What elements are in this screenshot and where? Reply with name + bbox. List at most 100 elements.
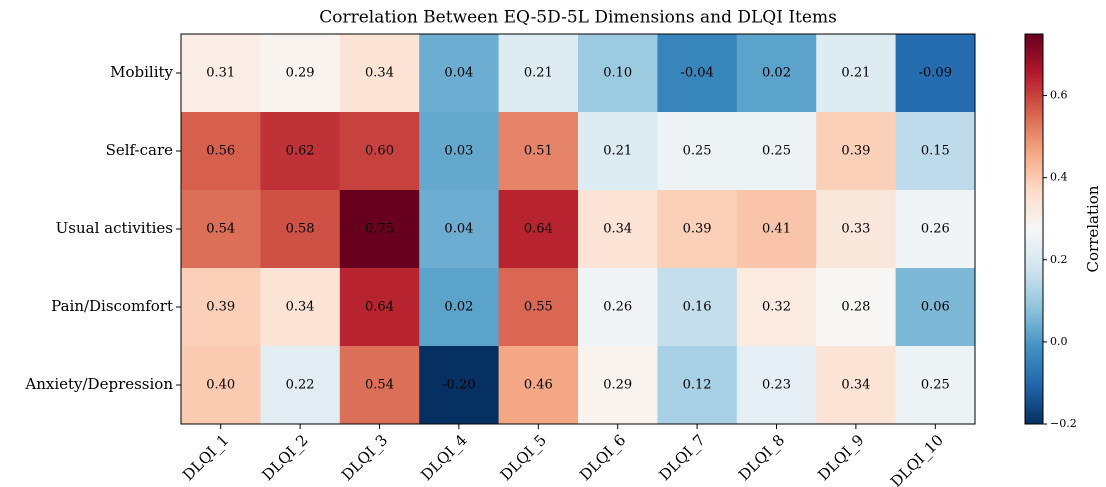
heatmap-cell	[339, 112, 420, 191]
heatmap-cell	[816, 268, 897, 347]
cell-label: 0.33	[841, 222, 870, 237]
heatmap-cell	[339, 346, 420, 425]
x-tick-label: DLQI_10	[887, 431, 947, 487]
heatmap-cell	[736, 190, 817, 269]
cell-label: 0.29	[603, 378, 632, 393]
colorbar-tick-label: −0.2	[1050, 417, 1077, 430]
colorbar-tick-label: 0.2	[1050, 253, 1068, 266]
cell-label: 0.58	[286, 222, 315, 237]
y-tick-label: Usual activities	[56, 219, 173, 237]
x-tick-label: DLQI_8	[735, 431, 788, 484]
cell-label: 0.04	[444, 66, 473, 81]
cell-label: 0.54	[206, 222, 235, 237]
cell-label: 0.60	[365, 144, 394, 159]
heatmap-cell	[736, 34, 817, 113]
heatmap-cell	[657, 346, 738, 425]
cell-label: -0.04	[680, 66, 713, 81]
cell-label: 0.39	[206, 300, 235, 315]
cell-label: 0.21	[841, 66, 870, 81]
heatmap-cell	[578, 190, 658, 269]
heatmap-cell	[260, 34, 341, 113]
cell-label: 0.55	[524, 300, 553, 315]
x-tick-label: DLQI_1	[179, 431, 232, 484]
y-tick-label: Anxiety/Depression	[24, 375, 173, 393]
cell-label: 0.02	[444, 300, 473, 315]
chart-title: Correlation Between EQ-5D-5L Dimensions …	[319, 8, 837, 28]
cell-label: 0.39	[683, 222, 712, 237]
cell-label: 0.56	[206, 144, 235, 159]
cell-label: 0.40	[206, 378, 235, 393]
x-tick-label: DLQI_6	[576, 431, 629, 484]
heatmap-cell	[736, 112, 817, 191]
heatmap-cell	[578, 112, 658, 191]
heatmap-cell	[657, 268, 738, 347]
heatmap-cell	[657, 112, 738, 191]
cell-label: 0.25	[921, 378, 950, 393]
heatmap-cell	[498, 112, 579, 191]
colorbar-label: Correlation	[1084, 185, 1102, 272]
colorbar-tick-label: 0.6	[1050, 89, 1068, 102]
cell-label: 0.75	[365, 222, 394, 237]
heatmap-cell	[419, 34, 500, 113]
heatmap-cell	[181, 190, 261, 269]
y-tick-label: Pain/Discomfort	[51, 297, 173, 315]
heatmap-cell	[260, 268, 341, 347]
cell-label: 0.29	[286, 66, 315, 81]
cell-label: 0.06	[921, 300, 950, 315]
cell-label: 0.62	[286, 144, 315, 159]
heatmap-cell	[578, 34, 658, 113]
heatmap-cell	[657, 34, 738, 113]
cell-label: -0.09	[919, 66, 952, 81]
cell-label: 0.02	[762, 66, 791, 81]
cell-label: 0.54	[365, 378, 394, 393]
cell-label: 0.25	[762, 144, 791, 159]
x-tick-label: DLQI_9	[814, 431, 867, 484]
cell-label: 0.34	[365, 66, 394, 81]
heatmap-cell	[339, 190, 420, 269]
heatmap-cell	[578, 268, 658, 347]
cell-label: 0.34	[286, 300, 315, 315]
heatmap-cell	[419, 112, 500, 191]
heatmap-cell	[578, 346, 658, 425]
x-tick-label: DLQI_2	[259, 431, 312, 484]
cell-label: 0.26	[603, 300, 632, 315]
cell-label: 0.64	[365, 300, 394, 315]
cell-label: 0.21	[603, 144, 632, 159]
cell-label: 0.22	[286, 378, 315, 393]
cell-label: 0.51	[524, 144, 553, 159]
heatmap-cell	[498, 34, 579, 113]
heatmap-cell	[339, 268, 420, 347]
cell-label: 0.34	[841, 378, 870, 393]
cell-label: -0.20	[442, 378, 475, 393]
cell-label: 0.39	[841, 144, 870, 159]
cell-label: 0.25	[683, 144, 712, 159]
heatmap-cell	[895, 34, 976, 113]
x-tick-label: DLQI_4	[417, 431, 470, 484]
cell-label: 0.41	[762, 222, 791, 237]
cell-label: 0.21	[524, 66, 553, 81]
cell-label: 0.31	[206, 66, 235, 81]
heatmap-cell	[260, 190, 341, 269]
heatmap-cell	[736, 346, 817, 425]
cell-label: 0.04	[444, 222, 473, 237]
heatmap-cell	[181, 268, 261, 347]
heatmap-cell	[260, 112, 341, 191]
heatmap-cell	[895, 346, 976, 425]
colorbar	[1024, 33, 1044, 425]
heatmap-cell	[895, 112, 976, 191]
cell-label: 0.23	[762, 378, 791, 393]
heatmap-cell	[816, 346, 897, 425]
heatmap-cell	[736, 268, 817, 347]
heatmap-cell	[895, 190, 976, 269]
heatmap-cell	[816, 112, 897, 191]
cell-label: 0.15	[921, 144, 950, 159]
x-tick-label: DLQI_3	[338, 431, 391, 484]
cell-label: 0.26	[921, 222, 950, 237]
cell-label: 0.32	[762, 300, 791, 315]
colorbar-tick-label: 0.0	[1050, 335, 1068, 348]
cell-label: 0.12	[683, 378, 712, 393]
heatmap-cell	[339, 34, 420, 113]
heatmap-cell	[260, 346, 341, 425]
heatmap-cell	[181, 112, 261, 191]
cell-label: 0.03	[444, 144, 473, 159]
